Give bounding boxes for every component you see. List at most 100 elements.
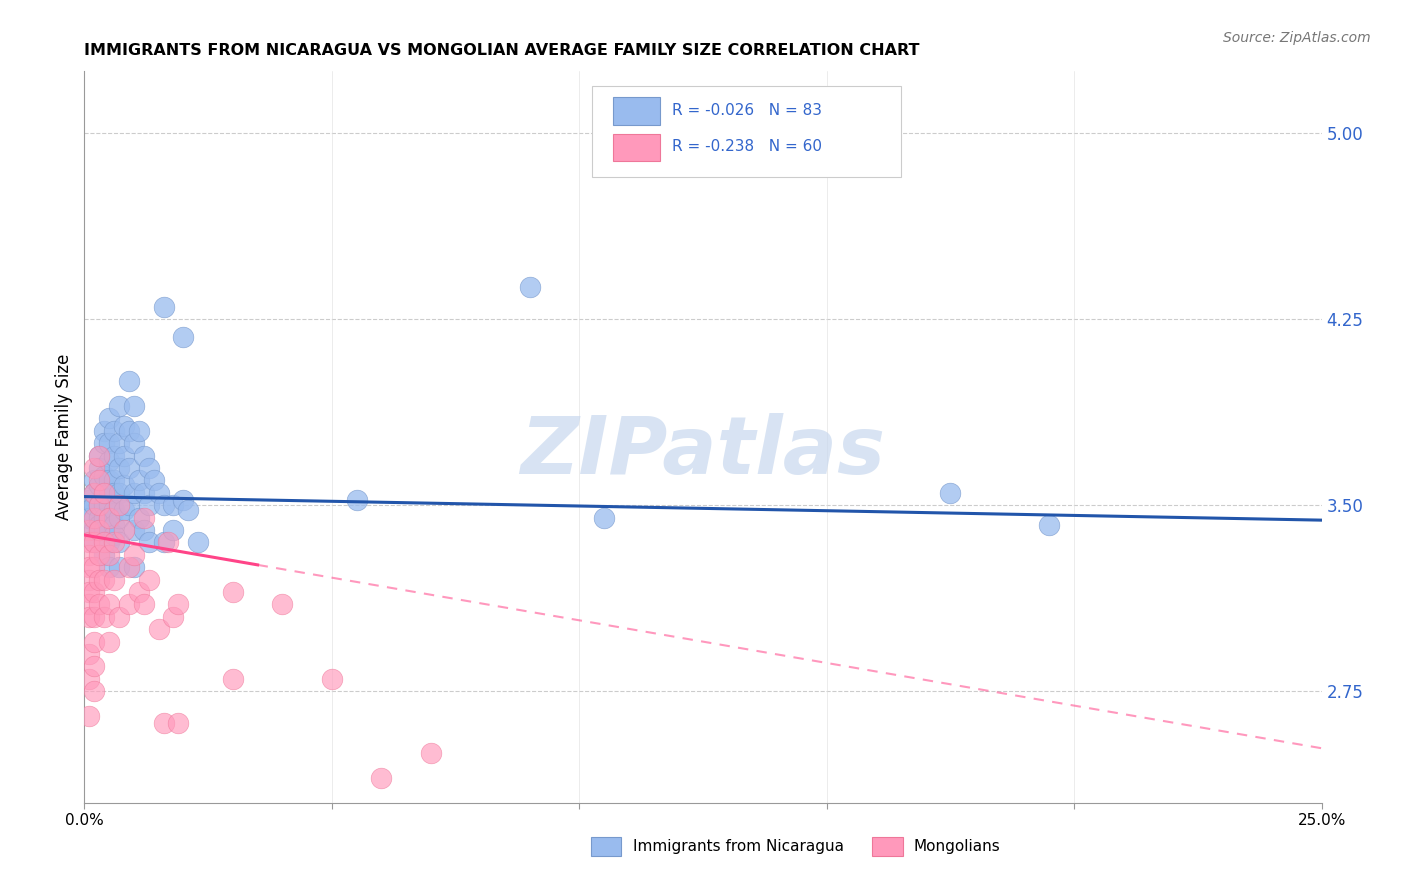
- Point: [128, 424, 150, 438]
- Point: [93, 610, 115, 624]
- Point: [370, 771, 392, 785]
- Point: [98, 510, 121, 524]
- Point: [89, 498, 111, 512]
- Point: [93, 486, 115, 500]
- Point: [152, 716, 174, 731]
- Point: [112, 418, 135, 433]
- Point: [138, 498, 160, 512]
- Point: [103, 474, 125, 488]
- Text: Mongolians: Mongolians: [914, 839, 1001, 854]
- Point: [108, 610, 131, 624]
- Point: [89, 523, 111, 537]
- Point: [103, 528, 125, 542]
- Point: [162, 610, 184, 624]
- Point: [138, 535, 160, 549]
- Point: [98, 453, 121, 467]
- Point: [1038, 518, 1060, 533]
- Point: [98, 411, 121, 425]
- Text: IMMIGRANTS FROM NICARAGUA VS MONGOLIAN AVERAGE FAMILY SIZE CORRELATION CHART: IMMIGRANTS FROM NICARAGUA VS MONGOLIAN A…: [84, 43, 920, 58]
- Point: [83, 474, 105, 488]
- Point: [118, 498, 141, 512]
- Point: [93, 486, 115, 500]
- Point: [93, 535, 115, 549]
- Point: [93, 424, 115, 438]
- Point: [83, 510, 105, 524]
- Text: R = -0.238   N = 60: R = -0.238 N = 60: [672, 139, 823, 154]
- Point: [152, 498, 174, 512]
- Point: [93, 468, 115, 483]
- Point: [89, 498, 111, 512]
- Point: [122, 486, 145, 500]
- Point: [83, 560, 105, 574]
- Point: [118, 374, 141, 388]
- Point: [83, 634, 105, 648]
- Point: [89, 478, 111, 492]
- Point: [108, 560, 131, 574]
- Point: [98, 548, 121, 562]
- Point: [98, 535, 121, 549]
- Point: [112, 503, 135, 517]
- Point: [98, 436, 121, 450]
- Point: [93, 510, 115, 524]
- Point: [132, 598, 155, 612]
- Point: [167, 598, 190, 612]
- Point: [108, 461, 131, 475]
- Point: [98, 510, 121, 524]
- Point: [148, 486, 170, 500]
- Point: [89, 523, 111, 537]
- Point: [128, 585, 150, 599]
- Point: [122, 523, 145, 537]
- Point: [167, 716, 190, 731]
- Point: [108, 535, 131, 549]
- Point: [83, 486, 105, 500]
- Point: [112, 523, 135, 537]
- Point: [138, 573, 160, 587]
- Point: [89, 449, 111, 463]
- Point: [83, 535, 105, 549]
- Point: [172, 329, 194, 343]
- Point: [98, 523, 121, 537]
- Point: [118, 560, 141, 574]
- Point: [79, 493, 101, 508]
- Point: [98, 486, 121, 500]
- Point: [108, 486, 131, 500]
- Point: [118, 461, 141, 475]
- Point: [187, 535, 209, 549]
- Point: [98, 560, 121, 574]
- Point: [128, 510, 150, 524]
- Text: ZIPatlas: ZIPatlas: [520, 413, 886, 491]
- Point: [222, 672, 245, 686]
- Point: [108, 399, 131, 413]
- Point: [132, 523, 155, 537]
- Point: [103, 535, 125, 549]
- Point: [79, 709, 101, 723]
- Point: [89, 548, 111, 562]
- Point: [83, 461, 105, 475]
- Point: [103, 503, 125, 517]
- Point: [519, 280, 541, 294]
- Point: [79, 573, 101, 587]
- Point: [83, 610, 105, 624]
- Text: R = -0.026   N = 83: R = -0.026 N = 83: [672, 103, 823, 118]
- Point: [83, 535, 105, 549]
- Point: [98, 598, 121, 612]
- Point: [79, 523, 101, 537]
- Point: [89, 449, 111, 463]
- Point: [79, 535, 101, 549]
- Point: [83, 659, 105, 673]
- Point: [83, 486, 105, 500]
- Point: [93, 498, 115, 512]
- Point: [593, 510, 616, 524]
- Point: [103, 486, 125, 500]
- Point: [122, 548, 145, 562]
- Point: [103, 449, 125, 463]
- Point: [79, 610, 101, 624]
- Point: [108, 510, 131, 524]
- Point: [132, 510, 155, 524]
- Point: [112, 478, 135, 492]
- Point: [89, 510, 111, 524]
- Point: [321, 672, 343, 686]
- Point: [79, 503, 101, 517]
- Point: [128, 474, 150, 488]
- Point: [152, 535, 174, 549]
